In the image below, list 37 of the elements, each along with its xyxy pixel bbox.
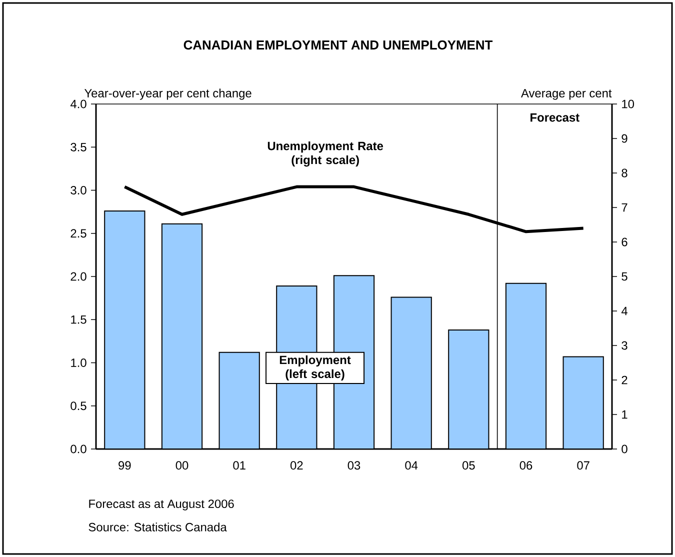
y-tick-label: 4.0 [70,100,86,108]
x-tick-label: 05 [462,461,475,470]
y-tick-label: 1.0 [71,358,86,367]
y2-tick-label: 0 [622,444,628,454]
y-tick-label: 0.5 [70,402,86,410]
y-tick-label: 1.5 [71,315,86,324]
x-tick-label: 07 [577,461,590,470]
y-tick-label: 2.5 [70,229,86,238]
y2-axis-title: Average per cent [520,89,612,100]
annotation: Forecast [530,113,580,122]
y2-tick-label: 9 [622,134,628,143]
text: Unemployment Rate (right scale) [268,141,384,167]
y-tick-label: 2.0 [70,272,86,281]
y2-tick-label: 1 [622,410,628,419]
y2-tick-label: 8 [622,168,628,178]
y2-tick-label: 4 [621,306,628,316]
source-note: Source: Statistics Canada [88,522,227,532]
series-label: Employment (left scale) [280,355,351,380]
y-axis-title: Year-over-year per cent change [84,88,252,100]
y2-tick-label: 3 [622,341,628,350]
x-tick-label: 06 [520,461,532,470]
y2-tick-label: 10 [622,100,634,108]
chart-title: CANADIAN EMPLOYMENT AND UNEMPLOYMENT [184,40,493,50]
x-tick-label: 03 [348,461,360,470]
x-tick-label: 04 [405,461,418,470]
y2-tick-label: 5 [622,272,628,281]
y2-tick-label: 7 [622,203,628,212]
y-tick-label: 0.0 [70,444,86,454]
x-tick-label: 02 [290,461,303,470]
x-tick-label: 00 [176,461,188,470]
x-tick-label: 99 [118,461,131,470]
y-tick-label: 3.5 [70,142,86,152]
y-tick-label: 3.0 [70,186,86,194]
y2-tick-label: 6 [622,238,628,246]
text: Forecast as at August 2006 [89,500,234,510]
y2-tick-label: 2 [622,376,628,384]
x-tick-label: 01 [233,461,246,470]
